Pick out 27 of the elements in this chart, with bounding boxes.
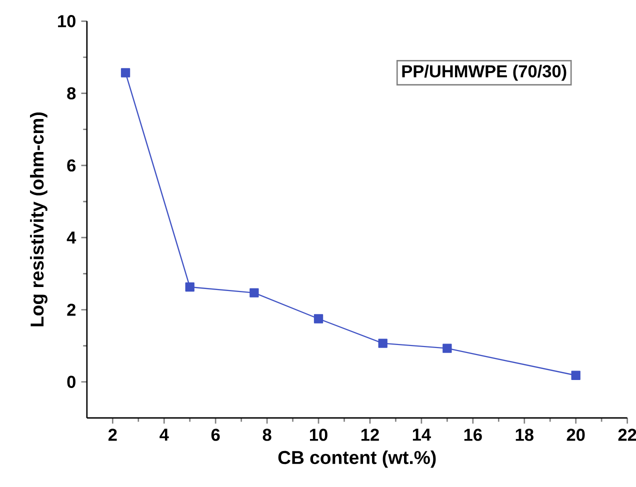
point — [120, 68, 130, 78]
y-tick-label: 0 — [67, 376, 76, 388]
point — [378, 338, 388, 348]
y-tick-label: 10 — [58, 15, 76, 28]
point — [442, 344, 452, 353]
x-tick-label: 18 — [516, 428, 534, 441]
point — [250, 288, 259, 298]
x-tick-label: 4 — [160, 428, 169, 441]
annotation: PP/UHMWPE (70/30) — [402, 64, 566, 81]
x-axis-title: CB content (wt.%) — [278, 450, 436, 468]
x-tick-label: 12 — [361, 428, 379, 441]
point — [185, 282, 194, 292]
point — [314, 314, 324, 324]
y-tick-label: 6 — [67, 159, 76, 172]
y-tick-label: 8 — [67, 87, 76, 100]
x-tick-label: 22 — [618, 428, 636, 441]
x-tick-label: 14 — [412, 428, 431, 441]
x-tick-label: 8 — [262, 428, 272, 441]
y-tick-label: 2 — [67, 304, 76, 316]
x-tick-label: 10 — [310, 428, 328, 441]
x-tick-label: 16 — [464, 428, 482, 441]
x-tick-label: 6 — [211, 428, 220, 441]
x-tick-label: 2 — [108, 428, 117, 441]
point — [571, 370, 580, 380]
y-tick-label: 4 — [66, 232, 76, 244]
x-tick-label: 20 — [566, 428, 585, 441]
y-axis-title: Log resistivity (ohm-cm) — [30, 112, 48, 326]
